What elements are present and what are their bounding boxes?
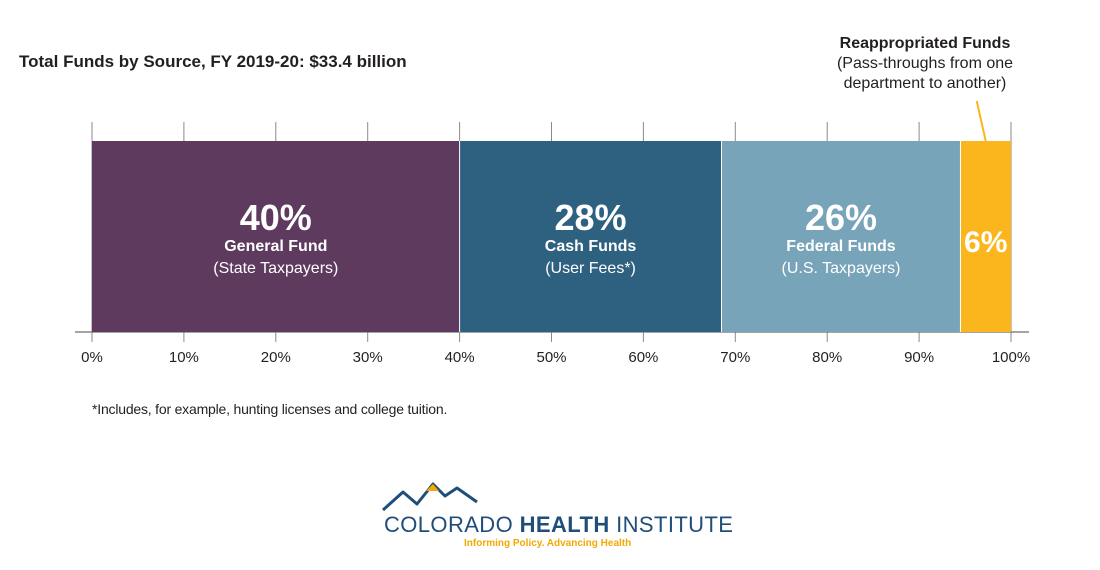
logo-word-colorado: COLORADO — [384, 512, 520, 537]
x-tick-label: 70% — [720, 349, 750, 366]
x-tick-labels: 0% 10% 20% 30% 40% 50% 60% 70% 80% 90% 100% — [81, 349, 1030, 366]
x-tick-label: 20% — [261, 349, 291, 366]
logo-word-institute: INSTITUTE — [609, 512, 734, 537]
annotation-leader-line — [975, 100, 987, 142]
x-tick-label: 90% — [904, 349, 934, 366]
chart-title: Total Funds by Source, FY 2019-20: $33.4… — [19, 52, 407, 71]
segment-name: General Fund — [224, 238, 327, 255]
x-tick-label: 30% — [353, 349, 383, 366]
segment-sublabel: (U.S. Taxpayers) — [782, 260, 901, 277]
bar-segment — [721, 141, 961, 332]
segment-name: Cash Funds — [545, 238, 637, 255]
reappropriated-annotation: Reappropriated Funds (Pass-throughs from… — [812, 34, 1038, 94]
bar-segment — [92, 141, 460, 332]
annotation-line-1: (Pass-throughs from one — [836, 55, 1014, 72]
x-tick-label: 80% — [812, 349, 842, 366]
segment-labels: 40%General Fund (State Taxpayers) 28%Cash … — [213, 197, 1007, 277]
segment-name: Federal Funds — [786, 238, 895, 255]
annotation-leader — [975, 100, 987, 142]
annotation-title: Reappropriated Funds — [839, 35, 1011, 52]
segment-sublabel: (State Taxpayers) — [213, 260, 338, 277]
logo-word-health: HEALTH — [519, 512, 610, 537]
logo-tagline: Informing Policy. Advancing Health — [464, 538, 632, 549]
stacked-bar-chart: 40%General Fund(State Taxpayers)28%Cash … — [75, 100, 1030, 366]
segment-percent: 6% — [964, 226, 1007, 259]
x-tick-label: 50% — [536, 349, 566, 366]
x-tick-label: 0% — [81, 349, 103, 366]
bar-segments — [92, 141, 1011, 332]
bar-segment — [960, 141, 1011, 332]
x-tick-label: 60% — [628, 349, 658, 366]
bar-segment — [459, 141, 722, 332]
footnote: *Includes, for example, hunting licenses… — [92, 401, 448, 417]
logo-wordmark: COLORADO HEALTH INSTITUTE — [384, 512, 733, 538]
x-tick-label: 40% — [445, 349, 475, 366]
segment-percent: 26% — [805, 197, 877, 238]
segment-percent: 28% — [555, 197, 627, 238]
x-tick-label: 10% — [169, 349, 199, 366]
annotation-line-2: department to another) — [843, 75, 1007, 92]
segment-percent: 40% — [240, 197, 312, 238]
colorado-health-institute-logo: COLORADO HEALTH INSTITUTE Informing Poli… — [381, 478, 733, 549]
mountain-logo-icon — [381, 482, 478, 512]
segment-sublabel: (User Fees*) — [545, 260, 636, 277]
x-tick-label: 100% — [992, 349, 1030, 366]
